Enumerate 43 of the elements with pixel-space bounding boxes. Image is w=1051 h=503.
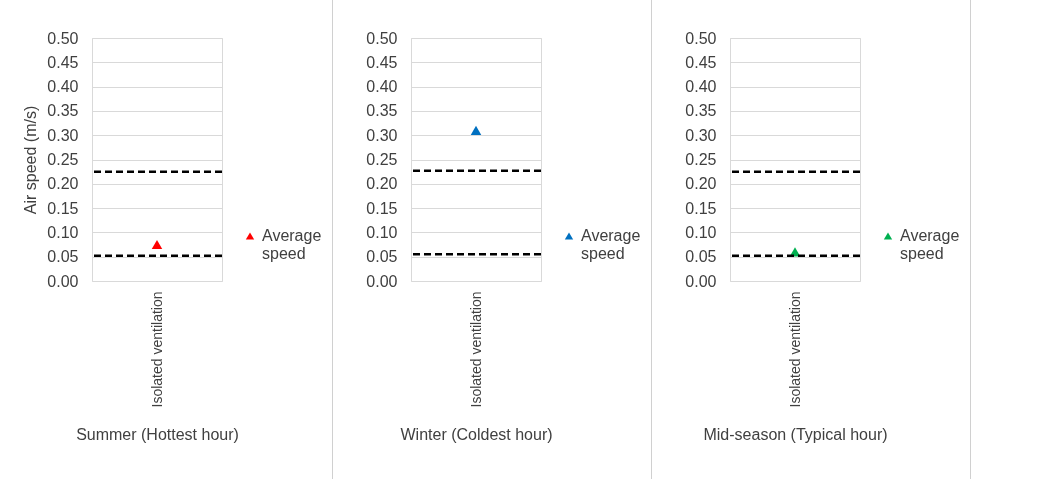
y-tick-label: 0.30 [685, 126, 717, 144]
x-tick-label: Isolated ventilation [786, 291, 803, 408]
y-tick-label: 0.50 [47, 29, 79, 47]
y-tick-label: 0.15 [366, 199, 398, 217]
y-tick-label: 0.10 [47, 223, 79, 241]
y-axis-title: Air speed (m/s) [22, 105, 40, 215]
y-tick-label: 0.00 [685, 272, 717, 290]
y-tick-label: 0.45 [685, 53, 717, 71]
y-tick-label: 0.40 [366, 78, 398, 96]
y-tick-label: 0.35 [366, 102, 398, 120]
y-tick-label: 0.20 [366, 175, 398, 193]
legend-label: Average speed [262, 227, 322, 262]
x-tick-label: Isolated ventilation [467, 291, 484, 408]
y-tick-label: 0.00 [366, 272, 398, 290]
x-axis-title: Winter (Coldest hour) [400, 426, 553, 444]
y-tick-label: 0.35 [47, 102, 79, 120]
y-tick-label: 0.35 [685, 102, 717, 120]
y-tick-label: 0.40 [47, 78, 79, 96]
y-tick-label: 0.25 [47, 151, 79, 168]
y-tick-label: 0.00 [47, 272, 79, 290]
y-tick-label: 0.20 [47, 175, 79, 193]
y-tick-label: 0.50 [685, 29, 717, 47]
y-tick-label: 0.05 [685, 248, 717, 266]
legend-label: Average speed [900, 227, 960, 262]
y-tick-label: 0.25 [685, 151, 717, 168]
legend-label: Average speed [581, 227, 641, 262]
y-tick-label: 0.30 [47, 126, 79, 144]
y-tick-label: 0.40 [685, 78, 717, 96]
y-tick-label: 0.15 [47, 199, 79, 217]
y-tick-label: 0.45 [366, 53, 398, 71]
x-axis-title: Summer (Hottest hour) [76, 426, 239, 444]
x-axis-title: Mid-season (Typical hour) [703, 426, 888, 444]
y-tick-label: 0.45 [47, 53, 79, 71]
x-tick-label: Isolated ventilation [148, 291, 165, 408]
y-tick-label: 0.05 [47, 248, 79, 266]
y-tick-label: 0.10 [685, 223, 717, 241]
y-tick-label: 0.15 [685, 199, 717, 217]
y-tick-label: 0.05 [366, 248, 398, 266]
y-tick-label: 0.50 [366, 29, 398, 47]
y-tick-label: 0.25 [366, 151, 398, 168]
y-tick-label: 0.20 [685, 175, 717, 193]
y-tick-label: 0.10 [366, 223, 398, 241]
y-tick-label: 0.30 [366, 126, 398, 144]
